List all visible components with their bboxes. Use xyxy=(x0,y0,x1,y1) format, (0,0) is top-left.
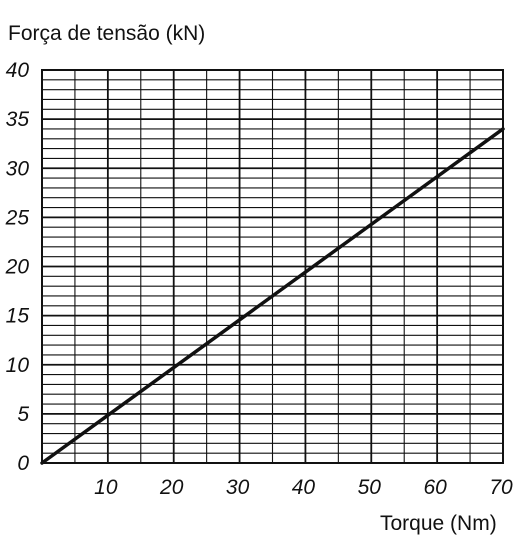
x-tick-label: 50 xyxy=(358,476,382,499)
x-tick-label: 20 xyxy=(159,476,184,499)
y-tick-label: 40 xyxy=(6,59,30,82)
x-tick-label: 60 xyxy=(423,476,447,499)
y-tick-label: 25 xyxy=(5,206,30,229)
x-tick-labels: 10 20 30 40 50 60 70 xyxy=(94,476,513,499)
y-axis-title: Força de tensão (kN) xyxy=(8,22,205,45)
x-axis-title: Torque (Nm) xyxy=(380,512,497,535)
x-tick-label: 10 xyxy=(94,476,118,499)
x-tick-label: 70 xyxy=(489,476,513,499)
x-tick-label: 30 xyxy=(226,476,250,499)
grid xyxy=(42,70,503,463)
y-tick-label: 20 xyxy=(5,256,30,279)
y-tick-label: 15 xyxy=(6,305,30,328)
y-tick-label: 5 xyxy=(17,403,29,426)
y-tick-label: 30 xyxy=(6,157,30,180)
x-tick-label: 40 xyxy=(292,476,316,499)
y-tick-label: 10 xyxy=(6,354,30,377)
y-tick-label: 35 xyxy=(6,108,30,131)
y-tick-label: 0 xyxy=(17,452,29,475)
y-tick-labels: 0 5 10 15 20 25 30 35 40 xyxy=(5,59,30,475)
